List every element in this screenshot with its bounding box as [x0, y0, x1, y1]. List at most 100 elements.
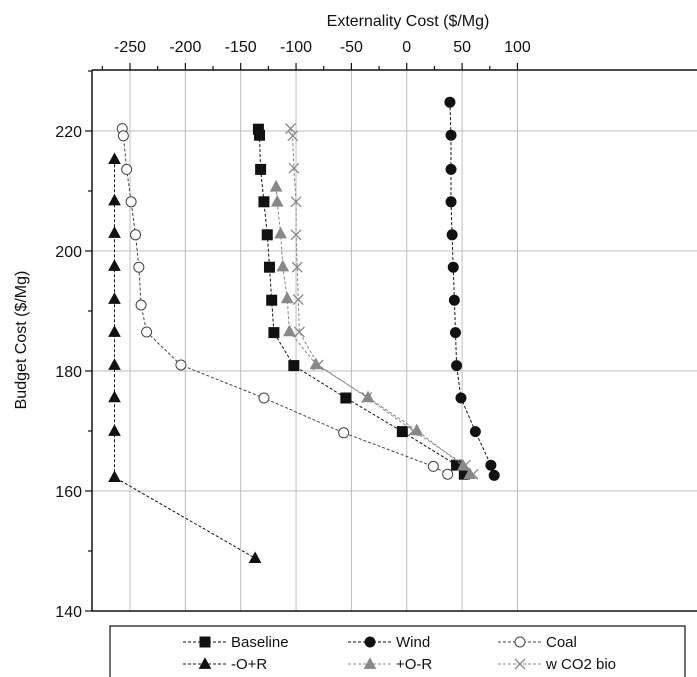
legend-marker: [364, 636, 376, 648]
x-tick-label: -200: [169, 39, 201, 56]
axis-ticks: [85, 63, 519, 612]
data-point: [290, 229, 302, 241]
data-point: [407, 425, 419, 437]
data-point: [446, 229, 458, 241]
data-point: [276, 259, 290, 272]
series-o-r: [108, 152, 262, 564]
data-point: [269, 180, 283, 192]
data-point: [108, 470, 121, 483]
legend-item-coal: Coal: [498, 634, 577, 651]
y-tick-label: 220: [55, 124, 82, 141]
data-point: [258, 392, 270, 404]
series-coal: [116, 123, 454, 480]
data-point: [448, 294, 460, 306]
data-point: [280, 291, 294, 304]
data-point: [268, 327, 280, 339]
data-point: [255, 163, 267, 175]
y-tick-label: 200: [55, 244, 82, 261]
data-point: [141, 326, 153, 338]
data-point: [445, 163, 457, 175]
data-point: [125, 196, 137, 208]
data-point: [291, 261, 303, 273]
data-point: [285, 123, 296, 135]
data-point: [312, 359, 324, 371]
data-point: [288, 360, 300, 372]
data-point: [108, 325, 121, 337]
series-baseline: [252, 123, 470, 480]
data-point: [427, 460, 439, 472]
x-tick-label: 100: [504, 39, 531, 56]
data-point: [261, 229, 273, 241]
data-point: [133, 261, 145, 273]
legend-item-o-r: -O+R: [183, 656, 267, 673]
data-point: [293, 326, 305, 338]
x-tick-label: 0: [402, 39, 411, 56]
data-point: [442, 468, 454, 480]
data-point: [135, 299, 147, 311]
data-point: [274, 226, 287, 239]
data-point: [451, 360, 463, 372]
tick-labels: -250 -200 -150 -100 -50 0 50 100 140 160 180 200 220: [55, 39, 531, 621]
data-point: [258, 196, 270, 208]
data-point: [455, 392, 467, 404]
legend-marker: [514, 658, 526, 670]
x-tick-label: -100: [280, 39, 312, 56]
data-point: [449, 327, 461, 339]
series-wind: [444, 96, 500, 481]
x-tick-label: -150: [225, 39, 257, 56]
data-point: [340, 392, 352, 404]
x-tick-label: 50: [453, 39, 471, 56]
x-tick-label: -50: [340, 39, 363, 56]
data-point: [108, 358, 121, 370]
grid-lines: [92, 70, 697, 611]
data-point: [444, 96, 456, 108]
legend-marker: [198, 657, 212, 669]
data-point: [485, 459, 497, 471]
y-axis-title: Budget Cost ($/Mg): [13, 271, 30, 410]
legend-marker: [199, 636, 211, 648]
data-point: [396, 426, 408, 438]
data-point: [108, 390, 121, 403]
data-point: [287, 130, 299, 142]
data-point: [292, 294, 304, 306]
data-point: [283, 324, 296, 337]
data-point: [108, 259, 121, 271]
data-point: [288, 162, 300, 174]
plot-background: [92, 70, 697, 611]
data-point: [445, 196, 457, 208]
data-point: [108, 424, 121, 436]
legend-item-baseline: Baseline: [183, 634, 289, 651]
data-point: [248, 551, 262, 564]
data-point: [469, 426, 481, 438]
data-point: [361, 391, 373, 403]
legend: Baseline Wind Coal -O+R +O-R w CO2 bio: [109, 625, 686, 677]
data-point: [108, 193, 121, 206]
data-point: [108, 292, 121, 304]
legend-item-o-r: +O-R: [348, 656, 432, 673]
data-point: [445, 129, 457, 141]
data-point: [121, 163, 133, 175]
y-tick-label: 180: [55, 364, 82, 381]
legend-label: Baseline: [231, 634, 289, 651]
legend-label: +O-R: [396, 656, 432, 673]
legend-marker: [363, 657, 377, 669]
legend-label: -O+R: [231, 656, 267, 673]
y-tick-label: 160: [55, 484, 82, 501]
data-point: [290, 196, 302, 208]
x-tick-label: -250: [114, 39, 146, 56]
legend-marker: [514, 636, 526, 648]
data-point: [488, 469, 500, 481]
plot-frame: [91, 69, 697, 612]
data-point: [270, 195, 284, 207]
series-w-co2-bio: [285, 123, 479, 480]
legend-label: w CO2 bio: [545, 656, 616, 673]
legend-label: Coal: [546, 634, 577, 651]
data-point: [459, 459, 471, 471]
data-point: [263, 261, 275, 273]
x-axis-title: Externality Cost ($/Mg): [327, 13, 490, 30]
legend-item-w-co2-bio: w CO2 bio: [498, 656, 616, 673]
series-layer: [108, 96, 500, 564]
data-point: [447, 261, 459, 273]
data-point: [467, 468, 479, 480]
